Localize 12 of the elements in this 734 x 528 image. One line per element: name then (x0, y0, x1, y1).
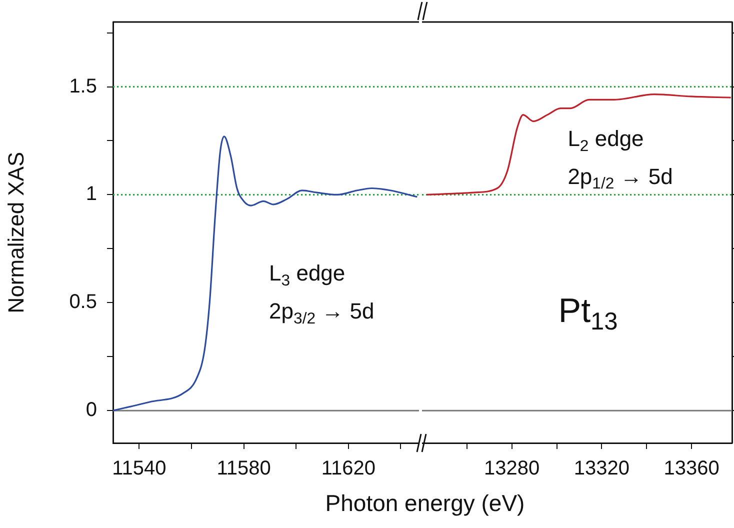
y-tick-label: 1.5 (69, 75, 97, 98)
x-tick-label: 11540 (112, 458, 166, 480)
x-tick-label: 11620 (321, 458, 376, 480)
x-axis-title: Photon energy (eV) (324, 490, 526, 517)
x-tick-label: 13360 (664, 458, 720, 480)
y-axis-title: Normalized XAS (3, 152, 28, 314)
y-tick-label: 0.5 (69, 291, 97, 314)
x-tick-label: 13280 (484, 458, 540, 480)
x-tick-label: 13320 (574, 458, 630, 480)
x-tick-label: 11580 (216, 458, 271, 480)
y-tick-label: 1 (86, 183, 97, 206)
y-tick-label: 0 (86, 399, 97, 422)
